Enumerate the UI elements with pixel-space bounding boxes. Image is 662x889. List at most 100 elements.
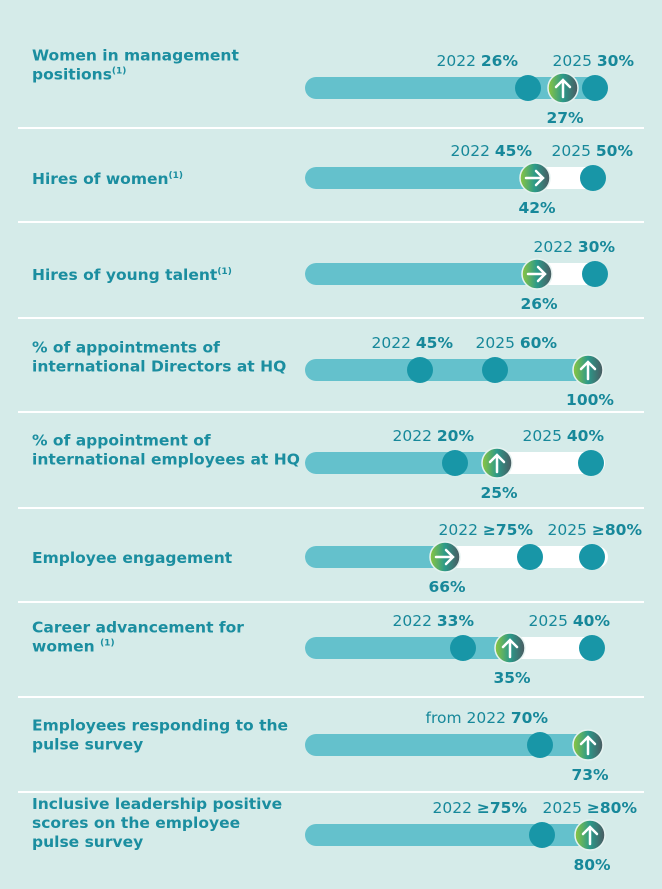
label-line: pulse survey (32, 736, 143, 754)
label-line: Employees responding to the (32, 717, 288, 735)
footnote-ref: (1) (217, 267, 232, 277)
footnote-ref: (1) (169, 171, 184, 181)
arrow-icon (579, 360, 597, 381)
target-year: from 2022 (426, 709, 506, 727)
kpi-row: Employee engagement 2022 ≥75% 2025 ≥80% 66% (32, 521, 642, 596)
current-value: 73% (571, 766, 609, 784)
target-value: 26% (481, 52, 519, 70)
target-value: 60% (520, 334, 558, 352)
kpi-row: Career advancement for women (1)2022 33% 2… (32, 612, 610, 687)
target-value: 70% (511, 709, 549, 727)
label-line: Career advancement for (32, 619, 244, 637)
target-label: 2025 50% (552, 142, 634, 160)
bar-progress (305, 637, 510, 659)
target-dot (579, 635, 605, 661)
target-year: 2022 (439, 521, 478, 539)
footnote-ref: (1) (100, 639, 115, 649)
arrow-icon (554, 78, 572, 99)
target-value: 45% (495, 142, 533, 160)
target-label: 2025 40% (529, 612, 611, 630)
kpi-row: Hires of women(1) 2022 45% 2025 50% 42% (32, 142, 633, 217)
target-year: 2025 (552, 142, 591, 160)
target-label: 2025 40% (523, 427, 605, 445)
target-value: 30% (597, 52, 635, 70)
target-label: 2022 20% (393, 427, 475, 445)
target-dot (582, 75, 608, 101)
kpi-row: Hires of young talent(1) 2022 30% 26% (32, 238, 615, 313)
label-line: women (32, 638, 100, 656)
target-value: 20% (437, 427, 475, 445)
kpi-label: Women in management positions(1) (32, 47, 239, 84)
arrow-icon (488, 453, 506, 474)
target-label: 2022 45% (372, 334, 454, 352)
target-value: 50% (596, 142, 634, 160)
arrow-icon (501, 638, 519, 659)
bar-progress (305, 824, 598, 846)
label-line: Hires of young talent (32, 266, 218, 284)
bar-progress (305, 359, 600, 381)
target-year: 2022 (451, 142, 490, 160)
kpi-label: Career advancement for women (1) (32, 619, 244, 656)
current-value: 25% (480, 484, 518, 502)
label-line: % of appointment of (32, 432, 211, 450)
kpi-label: Employee engagement (32, 549, 233, 567)
label-line: Women in management (32, 47, 239, 65)
arrow-icon (581, 825, 599, 846)
target-label: 2022 ≥75% (433, 799, 528, 817)
target-dot (529, 822, 555, 848)
target-year: 2022 (534, 238, 573, 256)
target-year: 2025 (543, 799, 582, 817)
footnote-ref: (1) (112, 67, 127, 77)
current-value: 80% (573, 856, 611, 874)
label-line: Inclusive leadership positive (32, 795, 282, 813)
kpi-label: % of appointment of international employe… (32, 432, 300, 469)
target-year: 2025 (529, 612, 568, 630)
kpi-row: Women in management positions(1) 2022 26% 2… (32, 47, 634, 128)
target-value: 33% (437, 612, 475, 630)
target-label: 2022 45% (451, 142, 533, 160)
target-value: ≥75% (483, 521, 534, 539)
target-value: 40% (573, 612, 611, 630)
target-label: 2025 60% (476, 334, 558, 352)
label-line: Hires of women (32, 170, 169, 188)
target-year: 2022 (393, 427, 432, 445)
target-year: 2022 (437, 52, 476, 70)
target-dot (582, 261, 608, 287)
label-line: % of appointments of (32, 339, 220, 357)
target-value: 30% (578, 238, 616, 256)
target-dot (578, 450, 604, 476)
bar-progress (305, 734, 598, 756)
target-value: 40% (567, 427, 605, 445)
kpi-label: Inclusive leadership positive scores on t… (32, 795, 282, 851)
current-value: 27% (546, 109, 584, 127)
target-year: 2025 (523, 427, 562, 445)
target-dot (580, 165, 606, 191)
kpi-row: % of appointments of international Direct… (32, 334, 614, 409)
target-dot (515, 75, 541, 101)
target-dot (482, 357, 508, 383)
target-dot (579, 544, 605, 570)
target-value: ≥75% (477, 799, 528, 817)
target-dot (450, 635, 476, 661)
label-line: Employee engagement (32, 549, 233, 567)
label-line: international employees at HQ (32, 451, 300, 469)
current-value: 35% (493, 669, 531, 687)
kpi-row: Employees responding to the pulse survey f… (32, 709, 609, 784)
target-dot (407, 357, 433, 383)
target-label: 2022 30% (534, 238, 616, 256)
label-line: international Directors at HQ (32, 358, 286, 376)
arrow-icon (524, 169, 545, 187)
target-dot (442, 450, 468, 476)
target-year: 2025 (548, 521, 587, 539)
target-year: 2025 (553, 52, 592, 70)
target-year: 2022 (372, 334, 411, 352)
target-label: 2025 ≥80% (543, 799, 638, 817)
label-line: pulse survey (32, 833, 143, 851)
kpi-label: % of appointments of international Direct… (32, 339, 286, 376)
target-label: from 2022 70% (426, 709, 549, 727)
bar-progress (305, 263, 537, 285)
arrow-icon (579, 735, 597, 756)
target-label: 2025 ≥80% (548, 521, 643, 539)
bar-progress (305, 167, 535, 189)
